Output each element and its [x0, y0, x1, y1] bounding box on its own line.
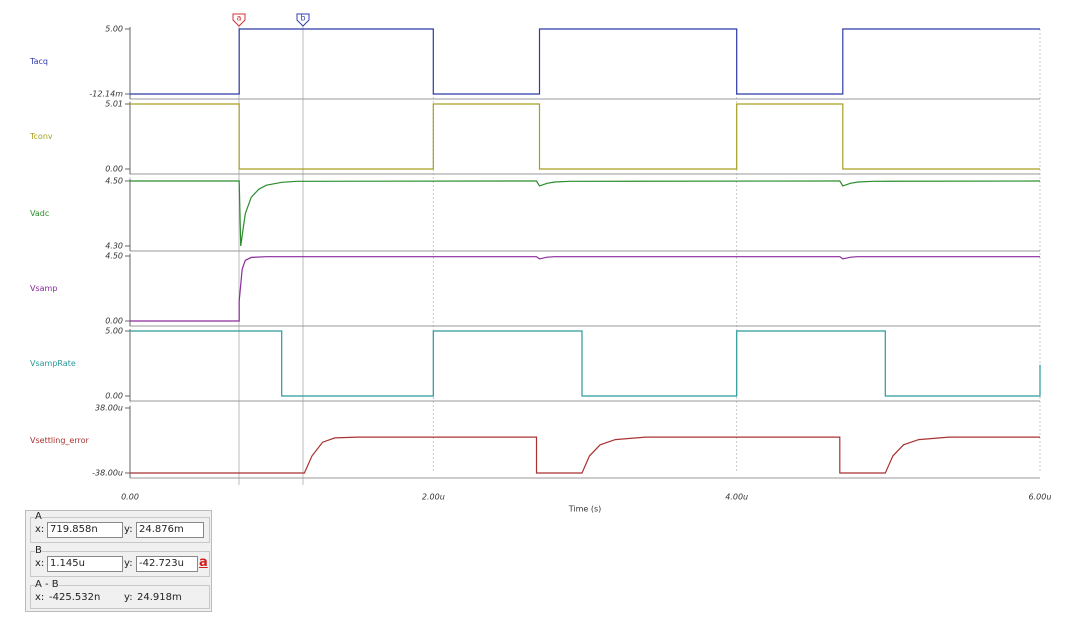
cursor-a-label: a	[237, 14, 242, 23]
group-title: B	[35, 545, 42, 556]
y-field[interactable]: -42.723u	[136, 556, 198, 572]
channel-label: VsampRate	[30, 359, 76, 368]
channel-label: Vsamp	[30, 284, 57, 293]
x-label: x:	[35, 558, 45, 569]
channel-label: Tacq	[29, 57, 48, 66]
channel-label: Tconv	[29, 132, 53, 141]
swap-button[interactable]: a	[199, 555, 208, 570]
x-field[interactable]: 719.858n	[47, 522, 123, 538]
cursor-b-group: B x: 1.145u y: -42.723u a	[30, 545, 210, 577]
y-tick-label: 5.00	[105, 327, 123, 336]
x-axis-label: Time (s)	[568, 505, 602, 514]
channel-label: Vadc	[30, 209, 49, 218]
channel-label: Vsettling_error	[30, 436, 90, 445]
trace	[130, 103, 1040, 170]
trace	[130, 256, 1040, 322]
cursor-panel: A x: 719.858n y: 24.876m B x: 1.145u y: …	[25, 510, 212, 612]
y-tick-label: 38.00u	[95, 404, 123, 413]
group-title: A	[35, 511, 42, 522]
trace	[130, 180, 1041, 247]
x-field[interactable]: 1.145u	[47, 556, 123, 572]
y-tick-label: 0.00	[105, 317, 123, 326]
trace	[130, 28, 1040, 95]
trace	[130, 436, 1040, 474]
y-label: y:	[124, 592, 133, 603]
trace	[130, 330, 1041, 397]
x-tick-label: 0.00	[121, 493, 139, 502]
y-tick-label: 0.00	[105, 392, 123, 401]
x-tick-label: 2.00u	[422, 493, 445, 502]
y-tick-label: 4.50	[105, 252, 123, 261]
y-value: 24.918m	[137, 592, 182, 603]
y-tick-label: 0.00	[105, 165, 123, 174]
y-tick-label: -12.14m	[89, 90, 123, 99]
y-tick-label: 4.50	[105, 177, 123, 186]
x-tick-label: 6.00u	[1029, 493, 1052, 502]
y-tick-label: -38.00u	[92, 469, 123, 478]
y-label: y:	[124, 558, 133, 569]
cursor-b-label: b	[300, 14, 305, 23]
y-tick-label: 5.01	[105, 100, 123, 109]
y-tick-label: 5.00	[105, 25, 123, 34]
x-label: x:	[35, 592, 45, 603]
x-label: x:	[35, 524, 45, 535]
y-tick-label: 4.30	[105, 242, 123, 251]
y-label: y:	[124, 524, 133, 535]
group-title: A - B	[35, 579, 59, 590]
diff-group: A - B x: -425.532n y: 24.918m	[30, 579, 210, 609]
x-value: -425.532n	[49, 592, 101, 603]
cursor-a-marker	[232, 13, 246, 27]
y-field[interactable]: 24.876m	[136, 522, 204, 538]
x-tick-label: 4.00u	[725, 493, 748, 502]
cursor-a-group: A x: 719.858n y: 24.876m	[30, 511, 210, 543]
cursor-b-marker	[296, 13, 310, 27]
